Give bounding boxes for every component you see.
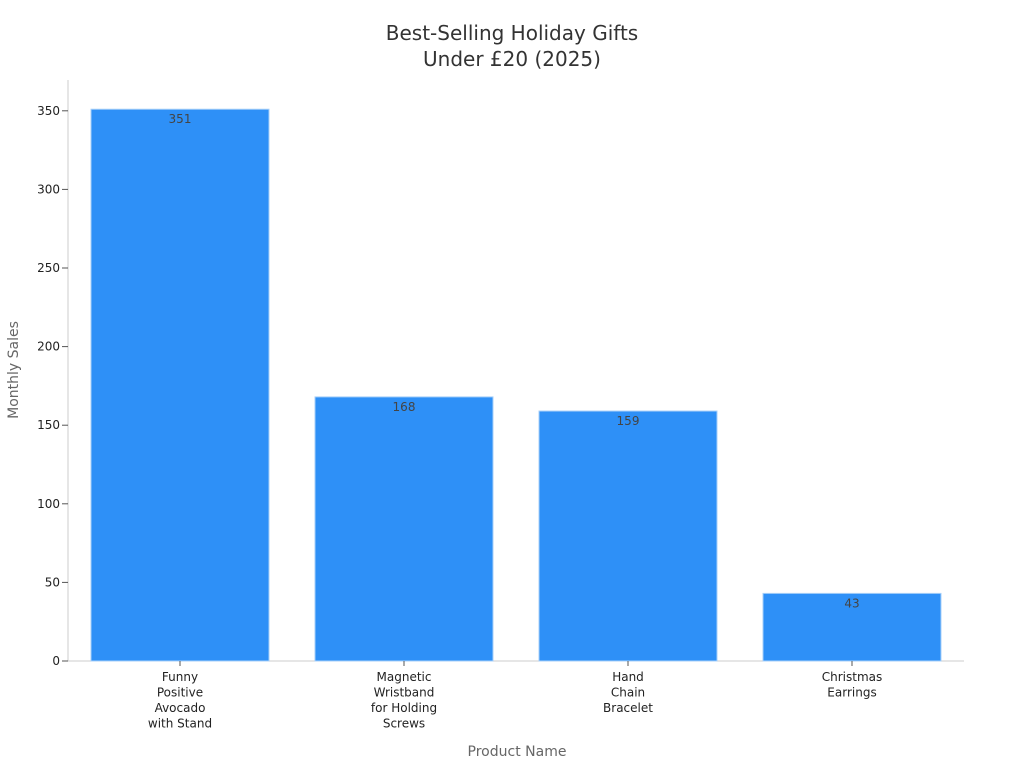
chart-title-line-2: Under £20 (2025) — [423, 47, 601, 71]
bar — [314, 396, 494, 662]
x-tick-label-line: Bracelet — [603, 701, 653, 715]
x-tick-label-line: for Holding — [371, 701, 437, 715]
x-tick-label: Magnetic Wristband for Holding Screws — [371, 670, 437, 731]
x-tick-label-line: Hand — [612, 670, 644, 684]
bar — [538, 410, 718, 662]
bar-value-label: 168 — [393, 400, 416, 414]
x-tick-label-line: Chain — [611, 686, 645, 700]
y-tick-label: 50 — [45, 575, 60, 589]
chart-title: Best-Selling Holiday Gifts Under £20 (20… — [386, 21, 638, 71]
x-tick-label-line: Avocado — [155, 701, 206, 715]
x-axis-ticks: Funny Positive Avocado with Stand Magnetic Wr… — [148, 661, 882, 731]
x-tick-label-line: Wristband — [374, 686, 435, 700]
x-tick-label-line: Positive — [157, 686, 203, 700]
x-tick-label-line: with Stand — [148, 717, 212, 731]
y-tick-label: 250 — [37, 261, 60, 275]
x-axis-title: Product Name — [468, 744, 567, 760]
chart-title-line-1: Best-Selling Holiday Gifts — [386, 21, 638, 45]
x-tick-label-line: Funny — [162, 670, 198, 684]
bar-value-label: 159 — [617, 414, 640, 428]
bar-value-label: 43 — [844, 596, 859, 610]
bars: 351 168 159 43 — [90, 108, 942, 662]
x-tick-label-line: Screws — [383, 717, 425, 731]
y-tick-label: 100 — [37, 497, 60, 511]
y-tick-label: 300 — [37, 182, 60, 196]
x-tick-label: Christmas Earrings — [822, 670, 883, 700]
x-tick-label-line: Magnetic — [377, 670, 432, 684]
x-tick-label-line: Christmas — [822, 670, 883, 684]
y-tick-label: 350 — [37, 104, 60, 118]
x-tick-label-line: Earrings — [827, 686, 876, 700]
y-tick-label: 150 — [37, 418, 60, 432]
bar — [90, 108, 270, 662]
bar — [762, 592, 942, 662]
y-axis-ticks: 0 50 100 150 200 250 300 350 — [37, 104, 68, 668]
x-tick-label: Funny Positive Avocado with Stand — [148, 670, 212, 731]
bar-value-label: 351 — [169, 112, 192, 126]
y-tick-label: 0 — [52, 654, 60, 668]
x-tick-label: Hand Chain Bracelet — [603, 670, 653, 715]
y-axis-title: Monthly Sales — [6, 321, 22, 419]
y-tick-label: 200 — [37, 340, 60, 354]
